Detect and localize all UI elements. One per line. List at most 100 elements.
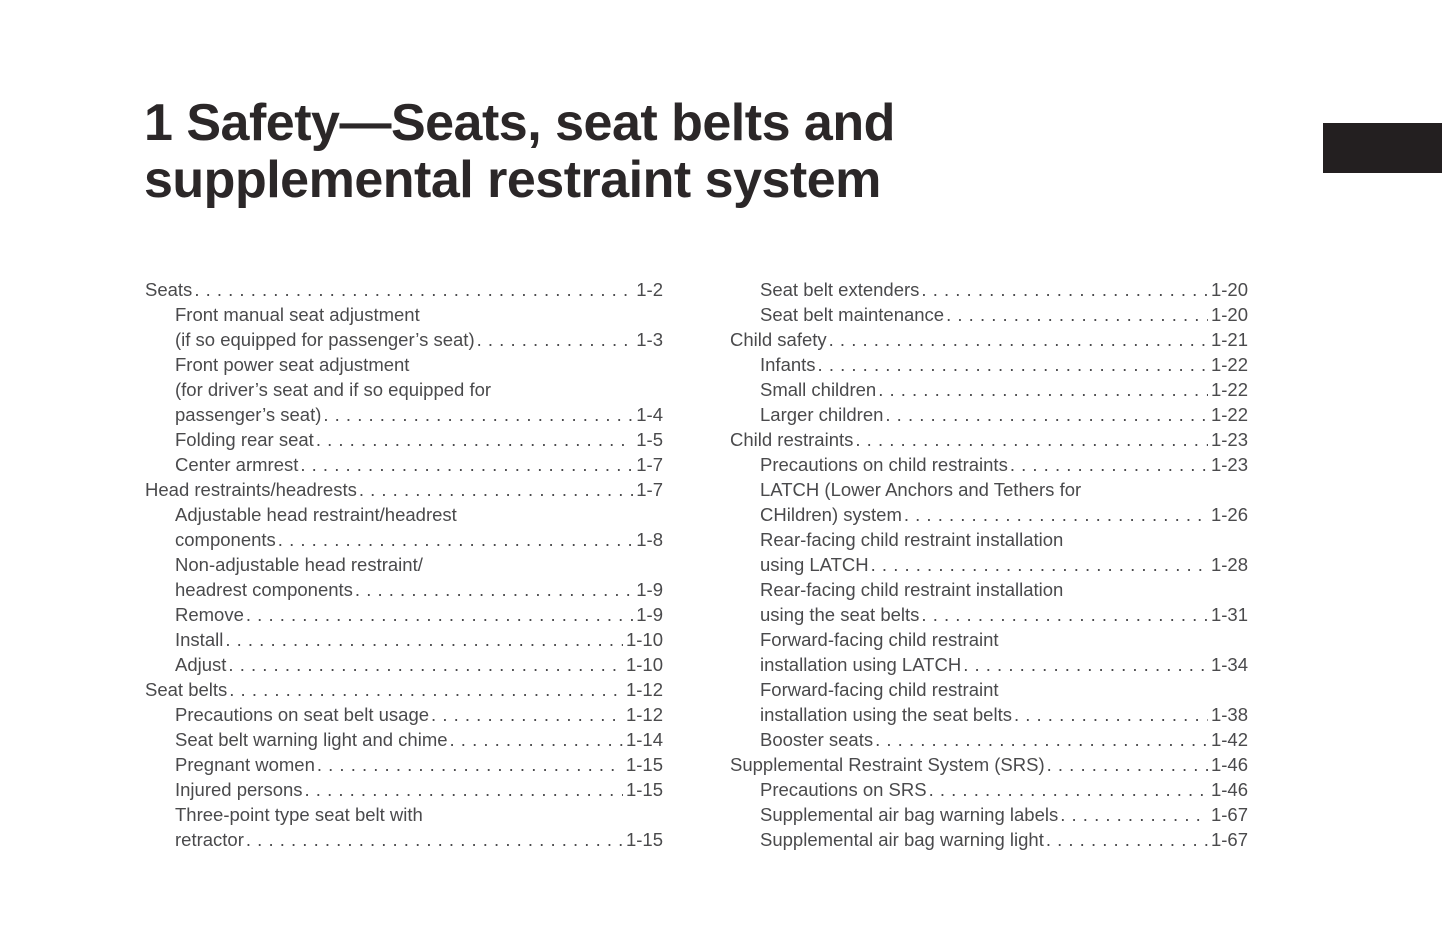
toc-entry-text: Seat belt extenders	[760, 279, 920, 300]
toc-entry-text: Supplemental Restraint System (SRS)	[730, 754, 1045, 775]
toc-line: installation using LATCH 1-34	[730, 652, 1248, 677]
toc-line: Precautions on seat belt usage 1-12	[145, 702, 663, 727]
toc-entry-text: Child restraints	[730, 429, 854, 450]
toc-dot-leader	[929, 777, 1208, 802]
toc-line: Seat belt extenders 1-20	[730, 277, 1248, 302]
toc-line: Rear-facing child restraint installation	[730, 577, 1248, 602]
toc-line: Seats 1-2	[145, 277, 663, 302]
toc-page-number: 1-9	[636, 604, 663, 625]
toc-dot-leader	[921, 602, 1208, 627]
toc-page-number: 1-10	[625, 654, 663, 675]
toc-page-number: 1-15	[625, 779, 663, 800]
toc-entry-text: Larger children	[760, 404, 884, 425]
toc-entry-text: components	[175, 529, 276, 550]
toc-line: installation using the seat belts 1-38	[730, 702, 1248, 727]
toc-page-number: 1-34	[1210, 654, 1248, 675]
toc-page-number: 1-67	[1210, 804, 1248, 825]
toc-entry-text: installation using the seat belts	[760, 704, 1012, 725]
toc-page-number: 1-7	[636, 454, 663, 475]
toc-entry-text: Injured persons	[175, 779, 303, 800]
toc-dot-leader	[1060, 802, 1208, 827]
toc-entry-text: Seat belt warning light and chime	[175, 729, 448, 750]
toc-dot-leader	[885, 402, 1208, 427]
toc-dot-leader	[855, 427, 1208, 452]
toc-page-number: 1-15	[625, 829, 663, 850]
toc-line: Adjustable head restraint/headrest	[145, 502, 663, 527]
toc-page-number: 1-10	[625, 629, 663, 650]
toc-entry-text: Center armrest	[175, 454, 299, 475]
toc-entry-text: Forward-facing child restraint	[760, 629, 999, 650]
toc-dot-leader	[818, 352, 1208, 377]
toc-line: Center armrest 1-7	[145, 452, 663, 477]
toc-entry-text: using the seat belts	[760, 604, 920, 625]
toc-line: Three-point type seat belt with	[145, 802, 663, 827]
toc-page-number: 1-9	[636, 579, 663, 600]
toc-page-number: 1-38	[1210, 704, 1248, 725]
toc-page-number: 1-31	[1210, 604, 1248, 625]
toc-page-number: 1-22	[1210, 379, 1248, 400]
toc-line: headrest components 1-9	[145, 577, 663, 602]
toc-entry-text: using LATCH	[760, 554, 869, 575]
toc-line: (if so equipped for passenger’s seat) 1-3	[145, 327, 663, 352]
toc-entry-text: Supplemental air bag warning light	[760, 829, 1044, 850]
chapter-title: 1 Safety—Seats, seat belts and supplemen…	[144, 93, 895, 209]
toc-dot-leader	[1047, 752, 1208, 777]
chapter-tab-marker	[1323, 123, 1442, 173]
toc-line: Rear-facing child restraint installation	[730, 527, 1248, 552]
toc-entry-text: Seat belts	[145, 679, 228, 700]
toc-entry-text: (if so equipped for passenger’s seat)	[175, 329, 475, 350]
toc-line: Seat belts 1-12	[145, 677, 663, 702]
toc-entry-text: Folding rear seat	[175, 429, 314, 450]
toc-entry-text: Supplemental air bag warning labels	[760, 804, 1059, 825]
toc-line: Child safety 1-21	[730, 327, 1248, 352]
toc-entry-text: Child safety	[730, 329, 827, 350]
toc-entry-text: CHildren) system	[760, 504, 902, 525]
toc-line: (for driver’s seat and if so equipped fo…	[145, 377, 663, 402]
toc-dot-leader	[323, 402, 633, 427]
toc-dot-leader	[278, 527, 633, 552]
toc-page-number: 1-28	[1210, 554, 1248, 575]
toc-entry-text: (for driver’s seat and if so equipped fo…	[175, 379, 492, 400]
toc-entry-text: Precautions on seat belt usage	[175, 704, 430, 725]
toc-page-number: 1-22	[1210, 354, 1248, 375]
toc-dot-leader	[194, 277, 633, 302]
toc-dot-leader	[355, 577, 633, 602]
toc-page-number: 1-42	[1210, 729, 1248, 750]
toc-line: Supplemental Restraint System (SRS) 1-46	[730, 752, 1248, 777]
toc-line: Adjust 1-10	[145, 652, 663, 677]
toc-entry-text: Seats	[145, 279, 193, 300]
toc-line: Supplemental air bag warning labels 1-67	[730, 802, 1248, 827]
toc-line: Booster seats 1-42	[730, 727, 1248, 752]
toc-dot-leader	[871, 552, 1208, 577]
toc-entry-text: headrest components	[175, 579, 353, 600]
toc-page-number: 1-4	[636, 404, 663, 425]
toc-dot-leader	[229, 677, 623, 702]
toc-line: Supplemental air bag warning light 1-67	[730, 827, 1248, 852]
toc-page-number: 1-8	[636, 529, 663, 550]
toc-dot-leader	[300, 452, 633, 477]
toc-page-number: 1-67	[1210, 829, 1248, 850]
toc-dot-leader	[946, 302, 1208, 327]
toc-line: Precautions on SRS 1-46	[730, 777, 1248, 802]
toc-page-number: 1-12	[625, 704, 663, 725]
toc-dot-leader	[1014, 702, 1208, 727]
toc-line: Pregnant women 1-15	[145, 752, 663, 777]
toc-line: Install 1-10	[145, 627, 663, 652]
toc-page-number: 1-5	[636, 429, 663, 450]
toc-entry-text: Forward-facing child restraint	[760, 679, 999, 700]
toc-entry-text: Pregnant women	[175, 754, 315, 775]
toc-entry-text: Rear-facing child restraint installation	[760, 579, 1064, 600]
toc-entry-text: Seat belt maintenance	[760, 304, 945, 325]
toc-line: CHildren) system 1-26	[730, 502, 1248, 527]
toc-dot-leader	[246, 602, 633, 627]
toc-entry-text: Adjust	[175, 654, 227, 675]
toc-page-number: 1-22	[1210, 404, 1248, 425]
toc-line: Seat belt warning light and chime 1-14	[145, 727, 663, 752]
toc-page-number: 1-23	[1210, 429, 1248, 450]
toc-entry-text: Front power seat adjustment	[175, 354, 410, 375]
toc-dot-leader	[431, 702, 623, 727]
toc-dot-leader	[317, 752, 623, 777]
toc-entry-text: Non-adjustable head restraint/	[175, 554, 423, 575]
